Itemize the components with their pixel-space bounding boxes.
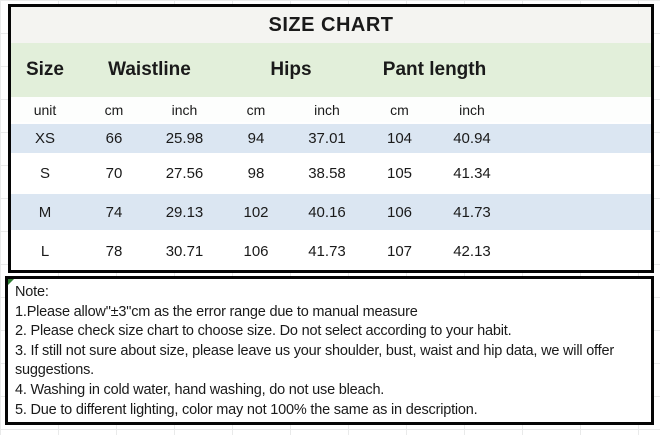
table-row-s: S 70 27.56 98 38.58 105 41.34 xyxy=(11,153,651,192)
unit-hips-cm-cell: cm xyxy=(246,101,266,118)
cell-filler xyxy=(507,232,651,270)
table-header-row: Size Waistline Hips Pant length xyxy=(11,43,651,97)
cell-hips-cm: 94 xyxy=(247,130,265,147)
cell-pant-inch: 41.34 xyxy=(453,165,491,182)
cell-pant-cm: 104 xyxy=(386,130,413,147)
unit-pant-inch-cell: inch xyxy=(459,101,485,118)
cell-size: XS xyxy=(34,130,55,147)
note-line-1: 1.Please allow"±3"cm as the error range … xyxy=(15,303,418,320)
cell-waist-cm: 66 xyxy=(105,130,123,147)
cell-corner-marker-icon xyxy=(8,279,14,285)
cell-pant-cm: 105 xyxy=(386,165,413,182)
note-line-5: 5. Due to different lighting, color may … xyxy=(15,401,478,418)
cell-pant-cm: 106 xyxy=(386,203,413,221)
cell-hips-inch: 41.73 xyxy=(308,242,346,260)
note-heading: Note: xyxy=(15,284,49,300)
cell-filler xyxy=(507,155,651,192)
table-title: SIZE CHART xyxy=(11,7,651,43)
note-box: Note: 1.Please allow"±3"cm as the error … xyxy=(5,276,654,425)
cell-hips-inch: 37.01 xyxy=(308,130,346,147)
cell-hips-inch: 40.16 xyxy=(308,203,346,221)
unit-hips-inch-cell: inch xyxy=(314,101,340,118)
cell-size: L xyxy=(40,242,50,260)
note-line-3-continued: suggestions. xyxy=(15,362,95,379)
cell-waist-inch: 30.71 xyxy=(165,242,204,260)
cell-hips-cm: 102 xyxy=(243,203,269,221)
table-row-l: L 78 30.71 106 41.73 107 42.13 xyxy=(11,230,651,270)
cell-waist-cm: 70 xyxy=(105,165,123,182)
cell-hips-cm: 98 xyxy=(247,165,265,182)
cell-pant-inch: 42.13 xyxy=(453,242,491,260)
column-header-hips: Hips xyxy=(270,59,312,80)
cell-pant-cm: 107 xyxy=(386,242,413,260)
cell-waist-inch: 27.56 xyxy=(165,165,204,182)
unit-label-cell: unit xyxy=(33,101,57,118)
note-line-4: 4. Washing in cold water, hand washing, … xyxy=(15,381,385,398)
column-header-waistline: Waistline xyxy=(108,59,191,80)
cell-filler xyxy=(507,194,651,230)
cell-pant-inch: 40.94 xyxy=(453,130,491,147)
unit-pant-cm-cell: cm xyxy=(390,101,409,118)
table-row-xs: XS 66 25.98 94 37.01 104 40.94 xyxy=(11,122,651,153)
column-header-size: Size xyxy=(25,59,65,80)
header-filler-cell xyxy=(507,43,651,97)
unit-filler-cell xyxy=(507,97,651,122)
cell-waist-cm: 74 xyxy=(105,203,123,221)
cell-waist-inch: 29.13 xyxy=(165,203,204,221)
cell-waist-inch: 25.98 xyxy=(165,130,204,147)
unit-waist-inch-cell: inch xyxy=(171,101,198,118)
cell-waist-cm: 78 xyxy=(105,242,123,260)
cell-size: S xyxy=(39,165,50,182)
cell-filler xyxy=(507,124,651,153)
note-line-2: 2. Please check size chart to choose siz… xyxy=(15,323,512,340)
table-row-m: M 74 29.13 102 40.16 106 41.73 xyxy=(11,192,651,230)
table-unit-row: unit cm inch cm inch cm inch xyxy=(11,97,651,122)
note-line-3: 3. If still not sure about size, please … xyxy=(15,342,614,359)
cell-hips-inch: 38.58 xyxy=(308,165,346,182)
column-header-pant-length: Pant length xyxy=(382,59,487,80)
cell-hips-cm: 106 xyxy=(243,242,269,260)
size-chart-table: SIZE CHART Size Waistline Hips Pant leng… xyxy=(8,4,654,273)
cell-pant-inch: 41.73 xyxy=(453,203,491,221)
unit-waist-cm-cell: cm xyxy=(104,101,124,118)
cell-size: M xyxy=(38,203,52,221)
